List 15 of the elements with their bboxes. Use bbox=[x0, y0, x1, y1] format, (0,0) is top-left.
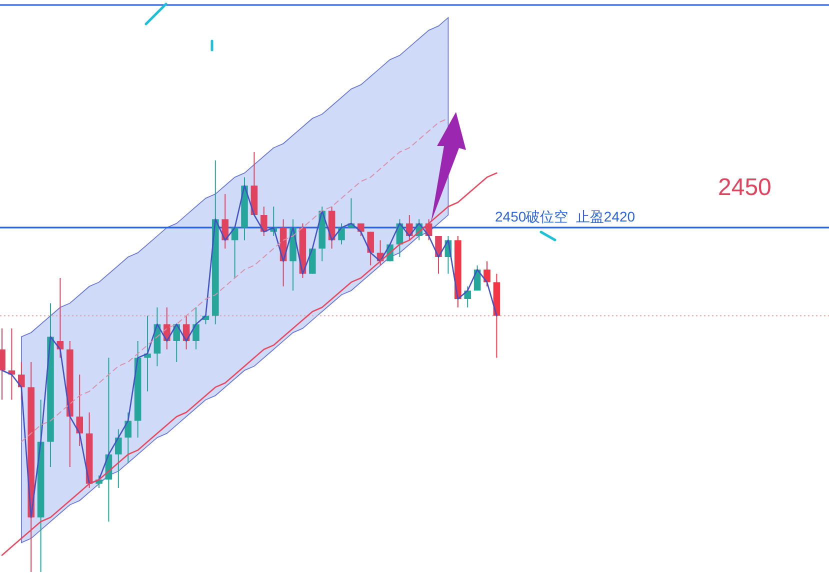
candlestick bbox=[338, 222, 345, 245]
candlestick bbox=[222, 194, 228, 250]
candlestick bbox=[144, 315, 151, 392]
candlestick bbox=[358, 222, 364, 236]
candlestick bbox=[484, 260, 490, 287]
text: 2450 bbox=[718, 174, 772, 201]
candlestick bbox=[76, 374, 83, 446]
candlestick bbox=[115, 428, 122, 488]
candlestick bbox=[367, 231, 374, 266]
candlestick bbox=[124, 412, 132, 464]
ref-line-label: 2450破位空 止盈2420 bbox=[495, 208, 636, 225]
candlestick bbox=[192, 306, 200, 350]
candlestick bbox=[464, 286, 471, 308]
candlestick bbox=[0, 328, 6, 400]
candlestick bbox=[260, 206, 268, 236]
